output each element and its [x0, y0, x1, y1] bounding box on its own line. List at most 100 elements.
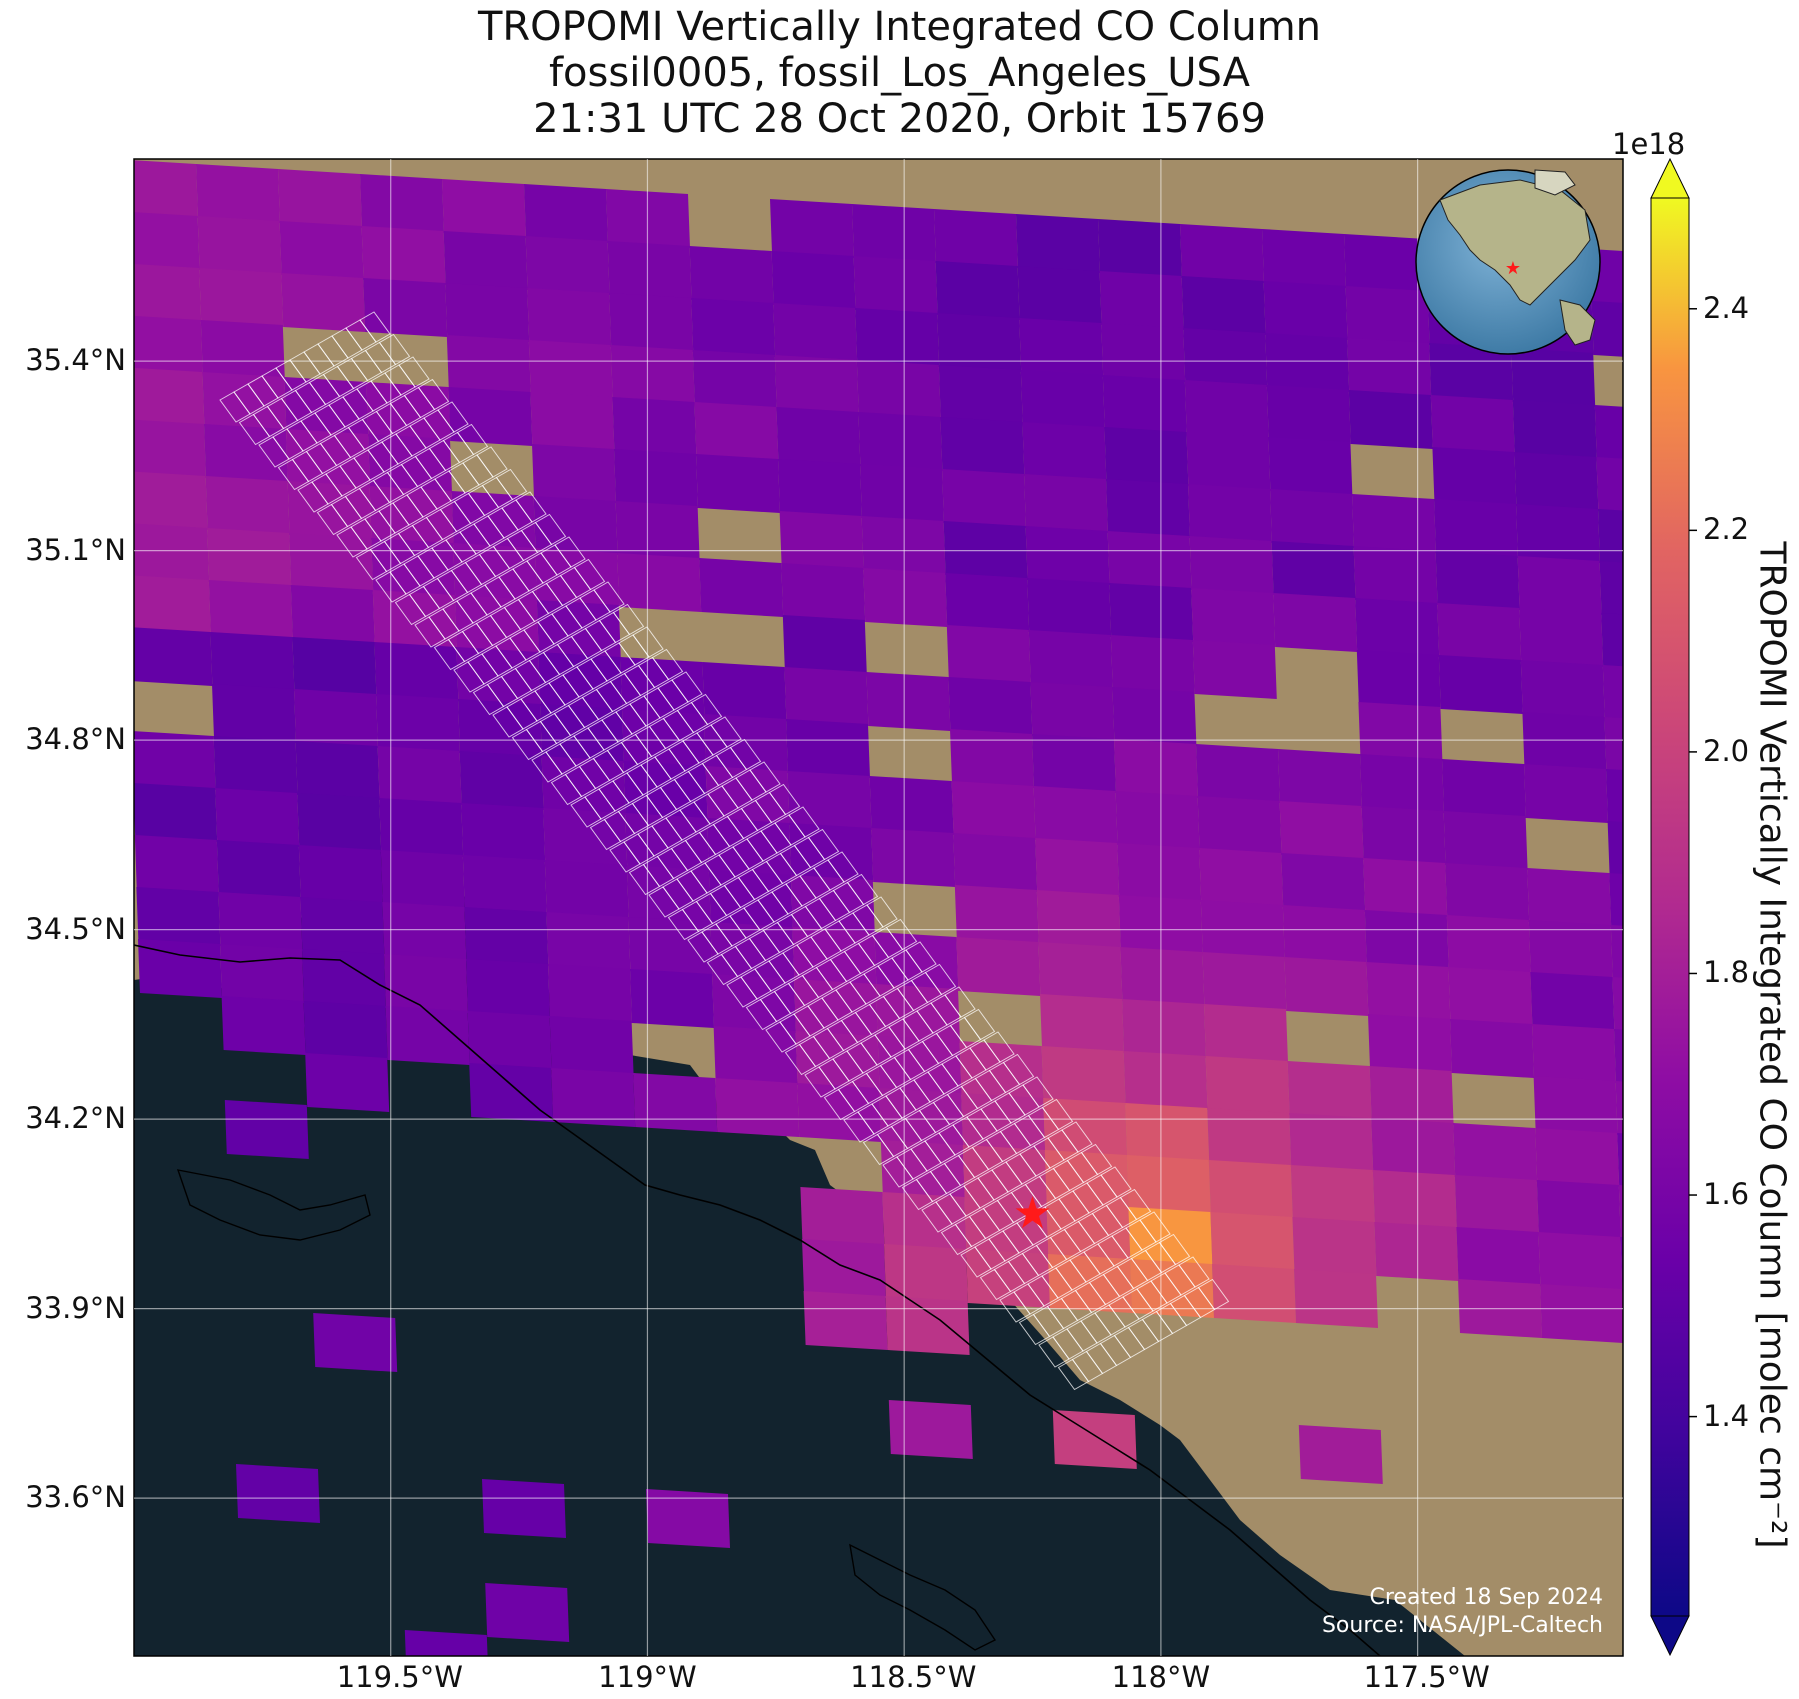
colorbar-tick-label: 2.0: [1703, 733, 1750, 768]
co-pixel: [1614, 1029, 1623, 1084]
co-pixel: [1438, 655, 1523, 714]
co-pixel: [134, 835, 219, 894]
co-pixel: [1210, 1212, 1295, 1271]
footprint-cell: [963, 1008, 996, 1041]
co-pixel: [456, 647, 541, 706]
co-pixel: [297, 793, 382, 852]
footprint-cell: [729, 738, 762, 771]
co-pixel: [551, 1068, 636, 1127]
co-pixel: [458, 699, 542, 758]
co-pixel: [207, 528, 292, 587]
co-pixel: [1130, 1259, 1214, 1318]
co-pixel: [1114, 739, 1198, 798]
co-pixel: [134, 783, 218, 842]
co-pixel: [1263, 281, 1348, 340]
co-pixel: [220, 944, 304, 1003]
co-pixel: [1516, 504, 1600, 563]
co-pixel: [1524, 764, 1608, 823]
co-pixel: [1025, 526, 1110, 585]
footprint-cell: [651, 648, 684, 681]
co-pixel: [852, 204, 936, 263]
co-pixel: [1123, 1051, 1208, 1110]
co-pixel: [136, 887, 221, 946]
co-pixel: [1591, 301, 1623, 357]
lat-tick-label: 34.8°N: [25, 722, 126, 757]
co-pixel: [1106, 479, 1190, 538]
co-pixel: [462, 855, 547, 914]
globe-continent-south: [1559, 299, 1596, 346]
footprint-cell: [866, 896, 898, 928]
co-pixel: [374, 642, 459, 701]
footprint-cell: [924, 963, 957, 996]
co-pixel: [382, 902, 467, 961]
co-pixel: [134, 315, 203, 374]
co-pixel: [1212, 1264, 1296, 1323]
co-pixel: [1271, 541, 1356, 600]
lon-tick-label: 119°W: [598, 1660, 697, 1694]
co-pixel: [942, 469, 1026, 528]
co-pixel: [469, 1063, 554, 1122]
co-pixel: [1442, 759, 1526, 818]
co-pixel: [945, 573, 1030, 632]
island-catalina: [849, 1543, 997, 1651]
co-pixel: [1522, 712, 1607, 771]
co-pixel: [790, 875, 875, 934]
lon-tick-label: 118.5°W: [850, 1660, 977, 1694]
co-pixel: [1030, 682, 1115, 741]
co-pixel: [281, 273, 366, 332]
co-pixel: [869, 776, 954, 835]
co-pixel: [360, 174, 444, 233]
co-pixel: [445, 283, 530, 342]
footprint-cell: [495, 468, 528, 501]
co-pixel: [292, 637, 377, 696]
lat-tick-label: 33.6°N: [25, 1480, 126, 1515]
co-pixel: [856, 360, 941, 419]
co-pixel: [524, 184, 608, 243]
co-pixel: [1040, 994, 1124, 1053]
co-pixel: [1046, 1202, 1131, 1261]
co-pixel: [1294, 1269, 1378, 1328]
co-pixel-layer: [134, 160, 1623, 1656]
co-pixel: [1607, 821, 1623, 876]
co-pixel: [1208, 1160, 1293, 1219]
co-pixel: [1454, 1175, 1539, 1234]
co-pixel: [138, 939, 222, 998]
coastline: [134, 944, 1381, 1656]
co-pixel: [1115, 791, 1200, 850]
co-pixel: [385, 1006, 470, 1065]
co-pixel: [1020, 370, 1105, 429]
co-pixel: [607, 241, 692, 300]
island-santa-cruz: [176, 1169, 371, 1241]
co-pixel: [1099, 271, 1184, 330]
co-pixel: [221, 996, 306, 1055]
co-pixel: [1453, 1123, 1538, 1182]
co-pixel: [792, 927, 877, 986]
co-pixel: [1207, 1108, 1292, 1167]
co-pixel: [1609, 873, 1623, 928]
co-pixel: [779, 511, 864, 570]
co-pixel: [1282, 905, 1367, 964]
co-pixel: [134, 419, 206, 478]
co-pixel: [302, 949, 386, 1008]
co-pixel: [1432, 447, 1517, 506]
co-pixel: [1262, 229, 1346, 288]
co-pixel: [884, 1244, 968, 1303]
co-pixel: [1189, 536, 1274, 595]
co-pixel: [1363, 858, 1448, 917]
globe-marker-star: ★: [1505, 258, 1521, 279]
lat-tick-label: 35.1°N: [25, 532, 126, 567]
co-pixel: [1536, 1180, 1621, 1239]
co-pixel: [1028, 630, 1113, 689]
co-pixel: [1204, 1004, 1288, 1063]
co-pixel: [363, 278, 448, 337]
co-pixel: [1532, 1024, 1616, 1083]
co-pixel: [615, 501, 700, 560]
co-pixel: [1369, 1066, 1454, 1125]
co-pixel: [1361, 806, 1446, 865]
co-pixel: [380, 850, 465, 909]
co-pixel: [459, 751, 544, 810]
co-pixel: [134, 523, 210, 582]
co-pixel: [1450, 1019, 1534, 1078]
co-pixel: [1517, 556, 1602, 615]
co-pixel: [1024, 474, 1108, 533]
